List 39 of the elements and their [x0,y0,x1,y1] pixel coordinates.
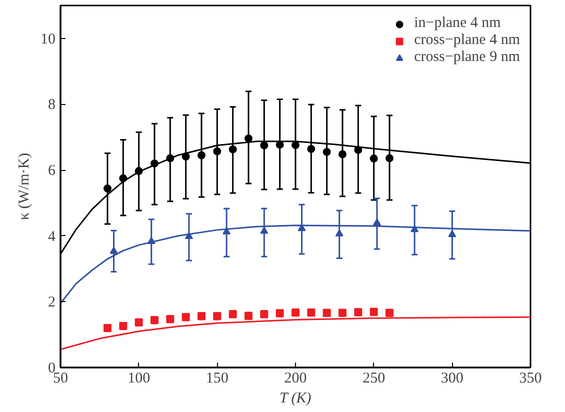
legend-label: cross−plane 4 nm [414,32,520,49]
point [335,229,344,236]
point [322,148,331,156]
x-tick-label: 200 [284,370,307,386]
x-tick-label: 150 [206,370,228,386]
y-axis-title: κ (W/m·K) [16,152,32,220]
point [260,226,268,234]
x-tick-label: 250 [362,370,386,386]
y-tick-label: 4 [48,228,56,245]
point [307,308,316,317]
point [448,230,456,238]
point [228,145,237,154]
y-tick-label: 10 [40,31,56,48]
point [260,141,268,150]
y-tick-label: 8 [48,97,56,114]
point [110,246,118,254]
point [198,151,206,160]
point [104,184,112,192]
y-tick-label: 6 [48,163,56,180]
point [338,150,346,158]
legend-label: cross−plane 9 nm [414,49,520,66]
x-tick-label: 50 [53,370,68,386]
point [119,322,128,330]
y-tick-label: 2 [48,294,56,311]
legend-label: in−plane 4 nm [414,15,501,32]
point [372,218,381,226]
point [370,154,378,163]
x-tick-label: 100 [128,370,150,386]
point [292,308,300,317]
point [292,141,300,150]
point [222,227,231,234]
y-tick-label: 0 [48,360,56,376]
x-tick-label: 300 [440,370,464,386]
x-tick-label: 350 [519,370,542,386]
point [244,134,252,142]
point [213,147,222,156]
point [386,154,394,162]
point [307,144,316,153]
x-axis-title: T (K) [279,390,312,406]
